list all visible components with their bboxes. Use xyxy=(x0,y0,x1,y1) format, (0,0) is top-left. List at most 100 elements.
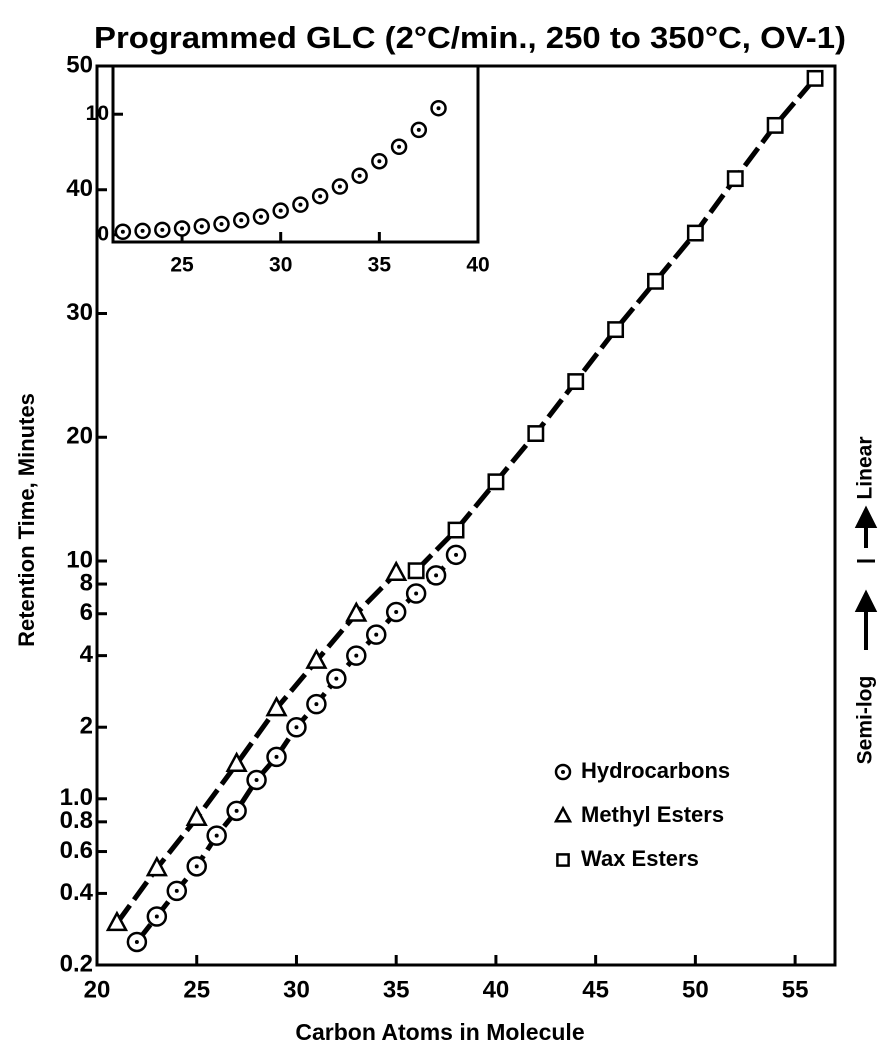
marker-dot xyxy=(414,591,419,596)
marker-dot xyxy=(354,653,359,658)
x-tick-label: 55 xyxy=(782,976,809,1003)
marker-dot xyxy=(337,184,342,189)
y-tick-label: 8 xyxy=(80,569,93,596)
marker-dot xyxy=(314,702,319,707)
marker-dot xyxy=(140,228,145,233)
marker xyxy=(145,855,168,877)
marker xyxy=(305,648,328,669)
marker-dot xyxy=(318,194,323,199)
y-tick-label: 0.8 xyxy=(60,807,93,834)
y-tick-label: 10 xyxy=(86,102,109,125)
y-tick-label: 0 xyxy=(97,222,109,245)
marker xyxy=(726,170,744,188)
marker xyxy=(647,272,664,290)
x-axis-label: Carbon Atoms in Molecule xyxy=(295,1019,584,1045)
marker-dot xyxy=(434,573,439,578)
x-tick-label: 35 xyxy=(368,254,392,277)
marker-dot xyxy=(154,914,159,919)
x-tick-label: 35 xyxy=(383,976,410,1003)
marker-dot xyxy=(561,770,565,774)
marker xyxy=(553,805,573,823)
marker xyxy=(345,601,368,622)
marker-dot xyxy=(294,725,299,730)
marker-dot xyxy=(120,229,125,234)
series-layer xyxy=(105,69,824,953)
marker-dot xyxy=(377,159,382,164)
marker-dot xyxy=(298,202,303,207)
x-tick-label: 40 xyxy=(483,976,510,1003)
marker xyxy=(105,910,129,932)
marker-dot xyxy=(234,808,239,813)
marker-dot xyxy=(174,888,179,893)
series-layer xyxy=(114,99,447,241)
arrow-head xyxy=(854,589,878,612)
marker-dot xyxy=(357,173,362,178)
arrow-head xyxy=(854,505,878,528)
marker-dot xyxy=(334,676,339,681)
x-tick-label: 25 xyxy=(183,976,210,1003)
legend-label: Methyl Esters xyxy=(581,802,724,827)
marker xyxy=(806,69,824,87)
marker-dot xyxy=(274,754,279,759)
marker xyxy=(385,560,408,582)
marker-dot xyxy=(219,222,224,227)
x-tick-label: 30 xyxy=(269,254,292,277)
marker xyxy=(686,224,704,242)
x-tick-label: 30 xyxy=(283,976,310,1003)
marker-dot xyxy=(454,552,459,557)
x-tick-label: 45 xyxy=(582,976,609,1003)
marker-dot xyxy=(180,226,185,231)
marker-dot xyxy=(160,227,165,232)
marker xyxy=(567,373,585,391)
plot-frame xyxy=(111,64,480,244)
marker-dot xyxy=(254,777,259,782)
marker-dot xyxy=(278,208,283,213)
y-tick-label: 2 xyxy=(80,713,93,740)
marker-dot xyxy=(397,144,402,149)
marker-dot xyxy=(416,127,421,132)
y-tick-label: 0.2 xyxy=(60,950,93,977)
y-tick-label: 50 xyxy=(66,51,93,78)
marker-dot xyxy=(374,632,379,637)
y-tick-label: 10 xyxy=(66,546,93,573)
y-tick-label: 0.4 xyxy=(60,879,94,906)
marker-dot xyxy=(258,214,263,219)
legend-label: Wax Esters xyxy=(581,846,699,871)
semilog-annotation: Semi-log xyxy=(854,676,877,765)
marker-dot xyxy=(394,610,399,615)
marker-dot xyxy=(436,106,441,111)
x-tick-label: 40 xyxy=(466,254,489,277)
y-tick-label: 30 xyxy=(66,299,93,326)
marker xyxy=(447,521,465,539)
marker xyxy=(487,473,505,491)
y-tick-label: 6 xyxy=(80,599,93,626)
marker xyxy=(556,853,570,867)
series-line xyxy=(414,76,817,573)
marker xyxy=(407,562,425,580)
x-tick-label: 50 xyxy=(682,976,709,1003)
y-axis-label: Retention Time, Minutes xyxy=(14,393,39,647)
y-tick-label: 1.0 xyxy=(60,784,93,811)
y-tick-label: 4 xyxy=(80,641,94,668)
marker xyxy=(527,425,545,442)
x-tick-label: 25 xyxy=(170,254,194,277)
chart-title: Programmed GLC (2°C/min., 250 to 350°C, … xyxy=(94,20,846,55)
marker-dot xyxy=(194,864,199,869)
y-tick-label: 0.6 xyxy=(60,837,93,864)
x-tick-label: 20 xyxy=(84,976,111,1003)
scale-arrows xyxy=(854,505,878,650)
marker xyxy=(225,751,248,773)
marker-dot xyxy=(214,833,219,838)
series-line xyxy=(134,553,458,944)
linear-annotation: Linear xyxy=(854,436,877,499)
y-tick-label: 40 xyxy=(66,175,93,202)
marker xyxy=(607,321,625,339)
marker-dot xyxy=(134,939,139,944)
marker-dot xyxy=(239,218,244,223)
legend-label: Hydrocarbons xyxy=(581,758,730,783)
marker-dot xyxy=(199,224,204,229)
marker xyxy=(185,805,208,827)
y-tick-label: 20 xyxy=(66,423,93,450)
marker xyxy=(265,695,288,717)
